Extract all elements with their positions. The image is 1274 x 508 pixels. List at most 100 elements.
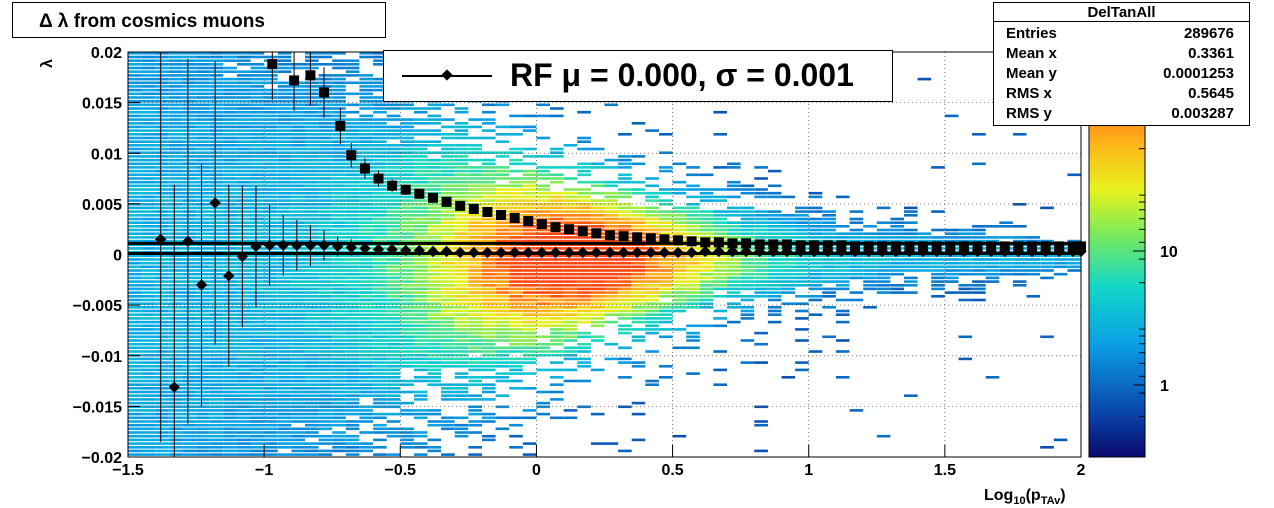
heat-cell <box>917 261 932 265</box>
heat-cell <box>495 309 510 313</box>
heat-cell <box>318 258 333 261</box>
heat-cell <box>141 103 156 107</box>
heat-cell <box>795 280 809 283</box>
heat-cell <box>236 236 251 239</box>
heat-cell <box>550 210 564 213</box>
heat-cell <box>345 401 360 405</box>
heat-cell <box>236 309 251 313</box>
heat-cell <box>291 254 305 258</box>
heat-cell <box>577 287 591 291</box>
heat-cell <box>781 225 796 228</box>
heat-cell <box>917 265 932 269</box>
heat-cell <box>182 225 197 228</box>
heat-cell <box>441 291 455 294</box>
heat-cell <box>128 55 142 59</box>
heat-cell <box>359 221 373 224</box>
heat-cell <box>454 136 469 140</box>
heat-cell <box>754 331 768 335</box>
diamond-point <box>726 245 739 258</box>
heat-cell <box>822 295 836 298</box>
heat-cell <box>128 77 142 81</box>
heat-cell <box>264 258 278 261</box>
heat-cell <box>563 306 578 309</box>
heat-cell <box>1040 335 1054 339</box>
heat-cell <box>332 66 346 70</box>
heat-cell <box>264 88 278 92</box>
heat-cell <box>359 136 373 140</box>
heat-cell <box>849 254 864 258</box>
heat-cell <box>890 228 904 232</box>
heat-cell <box>509 280 523 283</box>
heat-cell <box>536 239 550 243</box>
heat-cell <box>863 284 877 287</box>
heat-cell <box>427 103 442 107</box>
heat-cell <box>590 225 605 228</box>
heat-cell <box>168 52 183 55</box>
heat-cell <box>482 276 496 280</box>
diamond-point <box>999 245 1011 258</box>
heat-cell <box>141 88 156 92</box>
heat-cell <box>1053 265 1068 269</box>
heat-cell <box>740 298 755 302</box>
heat-cell <box>659 228 673 232</box>
heat-cell <box>155 118 169 121</box>
heat-cell <box>345 372 360 375</box>
heat-cell <box>264 254 278 258</box>
heat-cell <box>250 52 265 55</box>
diamond-point <box>236 250 249 263</box>
heat-cell <box>168 357 183 361</box>
heat-cell <box>645 217 659 221</box>
heat-cell <box>876 206 891 210</box>
heat-cell <box>373 280 387 283</box>
heat-cell <box>223 92 237 96</box>
heat-cell <box>277 236 292 239</box>
heat-cell <box>168 228 183 232</box>
heat-cell <box>305 423 319 427</box>
heat-cell <box>1067 269 1081 272</box>
heat-cell <box>781 258 796 261</box>
heat-cell <box>849 291 864 294</box>
heat-cell <box>536 269 550 272</box>
heat-cell <box>141 302 156 305</box>
heat-cell <box>155 416 169 420</box>
heat-cell <box>441 365 455 368</box>
heat-cell <box>727 261 741 265</box>
heat-cell <box>223 394 237 397</box>
heat-cell <box>332 306 346 309</box>
square-point <box>509 213 520 224</box>
heat-cell <box>659 272 673 276</box>
heat-cell <box>291 434 305 438</box>
heat-cell <box>250 70 265 73</box>
heat-cell <box>413 199 428 202</box>
heat-cell <box>345 339 360 342</box>
heat-cell <box>835 287 850 291</box>
heat-cell <box>332 169 346 173</box>
heat-cell <box>427 261 442 265</box>
heat-cell <box>305 442 319 445</box>
heat-cell <box>359 144 373 147</box>
heat-cell <box>999 225 1013 228</box>
heat-cell <box>563 284 578 287</box>
heat-cell <box>522 339 537 342</box>
heat-cell <box>305 261 319 265</box>
heat-cell <box>427 184 442 188</box>
heat-cell <box>196 155 210 158</box>
heat-cell <box>618 328 632 331</box>
heat-cell <box>264 125 278 129</box>
heat-cell <box>291 320 305 324</box>
heat-cell <box>359 158 373 162</box>
heat-cell <box>277 217 292 221</box>
heat-cell <box>740 309 755 313</box>
heat-cell <box>1040 261 1054 265</box>
heat-cell <box>291 427 305 431</box>
heat-cell <box>182 254 197 258</box>
heat-cell <box>196 52 210 55</box>
heat-cell <box>482 295 496 298</box>
heat-cell <box>699 214 714 217</box>
diamond-point <box>917 245 929 258</box>
heat-cell <box>155 412 169 416</box>
heat-cell <box>128 195 142 199</box>
heat-cell <box>400 339 414 342</box>
heat-cell <box>972 236 986 239</box>
heat-cell <box>413 236 428 239</box>
